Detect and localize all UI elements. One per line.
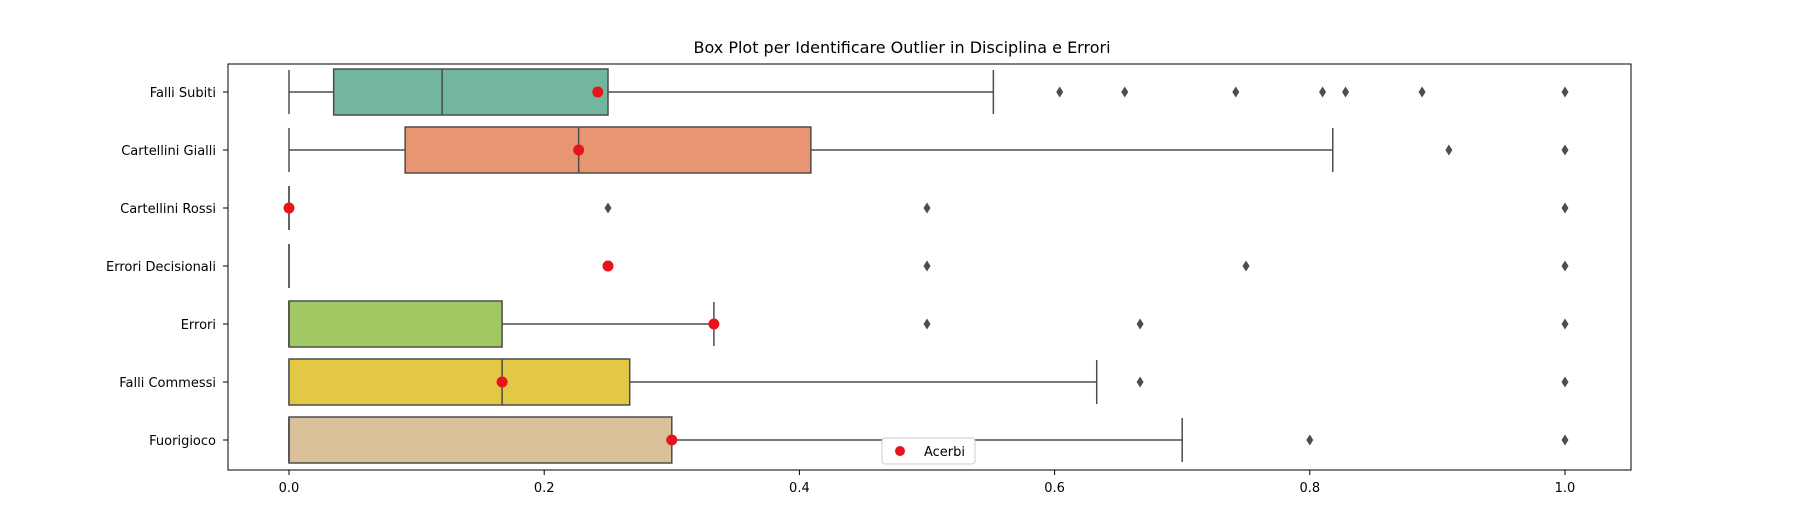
highlight-point-falli-subiti (592, 86, 604, 98)
outlier-falli-subiti-3 (1319, 86, 1327, 98)
outlier-falli-subiti-4 (1342, 86, 1350, 98)
plot-frame (227, 63, 1632, 471)
outlier-falli-commessi-0 (1136, 376, 1144, 388)
x-tick-label-0: 0.0 (279, 481, 300, 496)
outlier-falli-subiti-2 (1232, 86, 1240, 98)
highlight-point-errori-decisionali (602, 260, 614, 272)
box-body-cartellini-gialli (404, 126, 812, 174)
highlight-point-cartellini-gialli (573, 144, 585, 156)
legend: Acerbi (881, 437, 976, 465)
outlier-cartellini-rossi-0 (604, 202, 612, 214)
outlier-cartellini-gialli-0 (1445, 144, 1453, 156)
highlight-point-cartellini-rossi (283, 202, 295, 214)
highlight-point-errori (708, 318, 720, 330)
highlight-point-fuorigioco (666, 434, 678, 446)
outlier-falli-subiti-5 (1418, 86, 1426, 98)
outlier-cartellini-rossi-1 (923, 202, 931, 214)
y-tick-label-fuorigioco: Fuorigioco (149, 434, 216, 449)
outlier-fuorigioco-0 (1306, 434, 1314, 446)
outlier-falli-commessi-1 (1561, 376, 1569, 388)
outlier-falli-subiti-6 (1561, 86, 1569, 98)
box-falli-subiti (288, 68, 1569, 116)
box-body-falli-subiti (332, 68, 609, 116)
outlier-cartellini-gialli-1 (1561, 144, 1569, 156)
box-errori-decisionali (288, 244, 1569, 288)
box-falli-commessi (288, 358, 1569, 406)
box-fuorigioco (288, 416, 1569, 464)
plot-area (283, 68, 1569, 464)
outlier-errori-2 (1561, 318, 1569, 330)
y-tick-label-errori-decisionali: Errori Decisionali (106, 260, 216, 275)
outlier-errori-decisionali-1 (923, 260, 931, 272)
outlier-errori-decisionali-3 (1561, 260, 1569, 272)
y-tick-label-cartellini-gialli: Cartellini Gialli (121, 144, 216, 159)
box-cartellini-rossi (283, 186, 1569, 230)
box-body-falli-commessi (288, 358, 631, 406)
outlier-cartellini-rossi-2 (1561, 202, 1569, 214)
legend-marker-acerbi (895, 446, 905, 456)
legend-frame (881, 437, 976, 465)
legend-label-acerbi: Acerbi (924, 445, 965, 460)
outlier-errori-1 (1136, 318, 1144, 330)
box-body-errori (288, 300, 503, 348)
y-tick-label-falli-commessi: Falli Commessi (119, 376, 216, 391)
chart-title: Box Plot per Identificare Outlier in Dis… (693, 38, 1110, 57)
y-tick-label-errori: Errori (181, 318, 216, 333)
outlier-fuorigioco-1 (1561, 434, 1569, 446)
box-errori (288, 300, 1569, 348)
outlier-errori-decisionali-2 (1242, 260, 1250, 272)
y-tick-label-falli-subiti: Falli Subiti (150, 86, 216, 101)
x-tick-label-2: 0.4 (789, 481, 810, 496)
x-tick-label-3: 0.6 (1044, 481, 1065, 496)
box-cartellini-gialli (288, 126, 1569, 174)
x-tick-label-4: 0.8 (1299, 481, 1320, 496)
axes: Falli Subiti Cartellini Gialli Cartellini … (106, 86, 1575, 496)
outlier-errori-0 (923, 318, 931, 330)
x-tick-label-5: 1.0 (1555, 481, 1576, 496)
box-body-fuorigioco (288, 416, 673, 464)
y-tick-label-cartellini-rossi: Cartellini Rossi (120, 202, 216, 217)
highlight-point-falli-commessi (496, 376, 508, 388)
outlier-falli-subiti-0 (1056, 86, 1064, 98)
x-tick-label-1: 0.2 (534, 481, 555, 496)
outlier-falli-subiti-1 (1121, 86, 1129, 98)
